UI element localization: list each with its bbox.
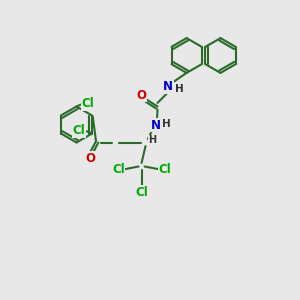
Text: O: O xyxy=(85,152,95,165)
Text: Cl: Cl xyxy=(135,185,148,199)
Text: Cl: Cl xyxy=(112,163,125,176)
Text: N: N xyxy=(150,119,161,132)
Text: N: N xyxy=(163,80,173,94)
Text: Cl: Cl xyxy=(159,163,171,176)
Text: Cl: Cl xyxy=(82,97,94,110)
Text: H: H xyxy=(175,84,184,94)
Text: H: H xyxy=(148,135,156,145)
Text: O: O xyxy=(136,88,146,102)
Text: H: H xyxy=(162,119,171,129)
Text: Cl: Cl xyxy=(73,124,85,137)
